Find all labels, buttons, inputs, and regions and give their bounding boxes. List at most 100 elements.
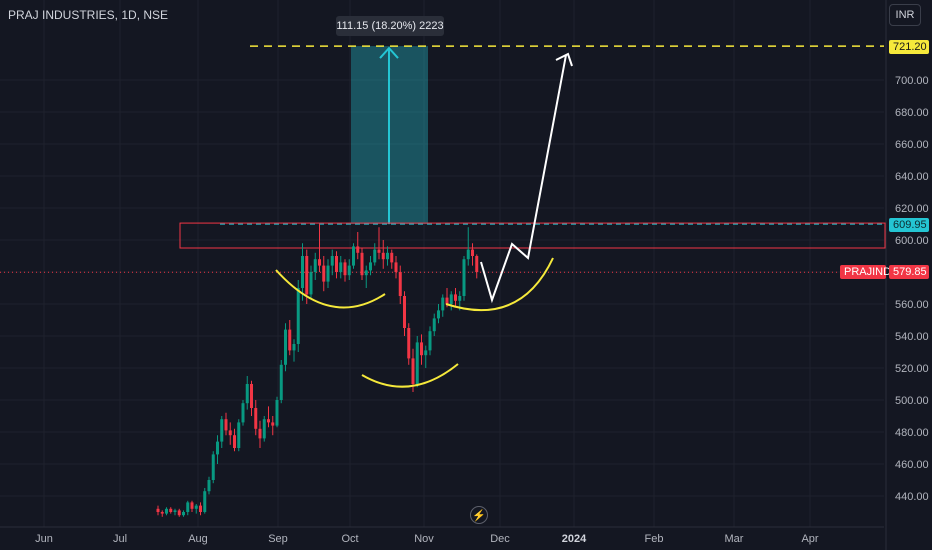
y-tick-label: 680.00 xyxy=(895,107,929,119)
x-tick-label: Apr xyxy=(801,533,818,545)
candle-body xyxy=(420,342,423,356)
candle-body xyxy=(203,491,207,512)
candle-body xyxy=(186,502,190,512)
y-tick-label: 460.00 xyxy=(895,459,929,471)
candle-body xyxy=(437,310,440,319)
candle-body xyxy=(182,512,185,516)
candle-body xyxy=(156,508,160,512)
candle-body xyxy=(458,296,462,301)
candle-body xyxy=(424,350,428,356)
projection-arrow-head xyxy=(555,52,573,67)
x-tick-label: Sep xyxy=(268,533,288,545)
candle-body xyxy=(211,454,215,480)
candle-body xyxy=(190,502,194,509)
symbol-tag: PRAJIND xyxy=(840,265,891,279)
candle-body xyxy=(369,262,372,271)
candle-body xyxy=(454,294,457,301)
candle-body xyxy=(415,342,419,384)
candle-body xyxy=(279,364,283,400)
candle-body xyxy=(428,331,432,351)
candle-body xyxy=(305,256,309,295)
candle-body xyxy=(245,384,249,404)
x-tick-label: Mar xyxy=(725,533,744,545)
x-tick-label: Nov xyxy=(414,533,434,545)
y-tick-label: 480.00 xyxy=(895,427,929,439)
candle-body xyxy=(237,422,241,448)
candle-body xyxy=(466,249,470,260)
y-tick-label: 600.00 xyxy=(895,235,929,247)
candle-body xyxy=(335,256,338,272)
measure-tooltip: 111.15 (18.20%) 2223 xyxy=(336,16,444,36)
y-tick-label: 540.00 xyxy=(895,331,929,343)
x-tick-label: Aug xyxy=(188,533,208,545)
x-tick-label: Jun xyxy=(35,533,53,545)
x-tick-label: Feb xyxy=(645,533,664,545)
candle-body xyxy=(432,318,436,332)
y-tick-label: 560.00 xyxy=(895,299,929,311)
measure-arrow-head xyxy=(379,46,399,59)
lightning-icon[interactable]: ⚡ xyxy=(470,506,488,524)
candle-body xyxy=(347,265,351,276)
candle-body xyxy=(271,422,275,426)
candle-body xyxy=(445,297,449,304)
candle-body xyxy=(254,408,258,429)
candle-body xyxy=(207,480,211,492)
candle-body xyxy=(403,296,406,328)
candle-body xyxy=(398,272,402,296)
projection-path xyxy=(480,54,567,304)
candle-body xyxy=(169,508,173,512)
candle-body xyxy=(386,252,389,260)
candle-body xyxy=(364,270,368,276)
candle-body xyxy=(394,262,398,272)
left-shoulder-arc xyxy=(275,269,386,309)
candle-body xyxy=(356,246,360,253)
chart-title: PRAJ INDUSTRIES, 1D, NSE xyxy=(8,8,169,22)
currency-selector[interactable]: INR xyxy=(889,4,921,26)
candle-body xyxy=(275,400,279,426)
last-price-tag: 579.85 xyxy=(889,265,929,279)
candle-body xyxy=(220,419,224,442)
candle-body xyxy=(165,508,168,514)
candle-body xyxy=(471,249,474,256)
candle-body xyxy=(381,252,385,260)
candle-body xyxy=(301,256,304,288)
candle-body xyxy=(296,288,300,344)
target-price-tag: 721.20 xyxy=(889,40,929,54)
candle-body xyxy=(326,265,330,282)
candle-body xyxy=(228,430,232,436)
candle-body xyxy=(241,403,245,423)
y-tick-label: 620.00 xyxy=(895,203,929,215)
candle-body xyxy=(441,297,445,311)
candle-body xyxy=(390,252,394,263)
candle-body xyxy=(360,252,364,276)
candle-body xyxy=(339,262,343,272)
y-tick-label: 660.00 xyxy=(895,139,929,151)
candle-body xyxy=(199,505,202,512)
candle-body xyxy=(462,259,466,296)
resistance-zone xyxy=(179,222,886,249)
candle-body xyxy=(250,384,253,408)
candle-body xyxy=(377,249,381,253)
candle-body xyxy=(373,249,377,263)
candle-body xyxy=(407,328,411,359)
candle-body xyxy=(330,256,334,266)
x-tick-label: Jul xyxy=(113,533,127,545)
y-tick-label: 640.00 xyxy=(895,171,929,183)
x-tick-label: Dec xyxy=(490,533,510,545)
candle-body xyxy=(449,294,453,304)
candle-body xyxy=(318,259,321,266)
candle-body xyxy=(160,512,164,514)
y-tick-label: 440.00 xyxy=(895,491,929,503)
candle-body xyxy=(262,419,266,439)
head-arc xyxy=(361,363,459,388)
candle-body xyxy=(177,510,181,516)
candle-body xyxy=(352,246,355,266)
candle-body xyxy=(292,344,296,351)
candle-body xyxy=(343,262,347,276)
resistance-price-tag: 609.95 xyxy=(889,218,929,232)
candle-body xyxy=(475,256,479,272)
candle-body xyxy=(216,441,219,455)
candle-body xyxy=(233,435,236,448)
candle-body xyxy=(267,419,270,423)
